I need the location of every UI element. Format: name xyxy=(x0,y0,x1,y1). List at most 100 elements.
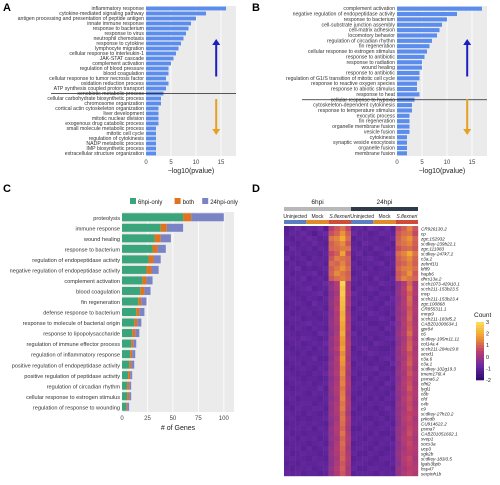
panel-d-heat-cell xyxy=(323,316,329,322)
panel-d-heat-cell xyxy=(339,351,346,357)
panel-d-heat-cell xyxy=(362,446,368,452)
panel-d-heat-cell xyxy=(328,401,335,407)
panel-d-heat-cell xyxy=(345,346,352,352)
panel-d-heat-cell xyxy=(328,376,335,382)
panel-d-heat-cell xyxy=(378,441,385,447)
panel-d-heat-cell xyxy=(323,346,329,352)
panel-d-heat-cell xyxy=(351,431,357,437)
panel-d-heat-cell xyxy=(384,311,391,317)
panel-a-category-label: inflammatory response xyxy=(92,6,145,12)
panel-d-heat-cell xyxy=(395,246,402,252)
panel-d-heat-cell xyxy=(373,386,380,392)
panel-d-heat-cell xyxy=(339,451,346,457)
panel-d-heat-cell xyxy=(356,246,363,252)
panel-d-heat-cell xyxy=(300,411,307,417)
panel-d-heat-cell xyxy=(311,466,318,472)
panel-d-heat-cell xyxy=(334,226,341,232)
panel-a-bar xyxy=(146,21,191,26)
panel-d-heat-cell xyxy=(295,411,301,417)
panel-d-heat-cell xyxy=(362,466,368,472)
panel-d-heat-cell xyxy=(339,251,346,257)
panel-c-category-label: wound healing xyxy=(83,237,120,243)
panel-c-x-tick-label: 25 xyxy=(144,416,151,422)
panel-d-heat-cell xyxy=(351,281,357,287)
panel-d-heat-cell xyxy=(356,456,363,462)
panel-d-gene-label: si:ch211-153b23.4 xyxy=(421,296,459,301)
panel-d-heat-cell xyxy=(390,446,396,452)
panel-b-bar xyxy=(397,113,410,118)
panel-d-heat-cell xyxy=(395,286,402,292)
panel-d-heat-cell xyxy=(339,416,346,422)
panel-c-category-label: regulation of endopeptidase activity xyxy=(32,258,120,264)
panel-d-heat-cell xyxy=(328,251,335,257)
panel-c-category-label: regulation of circadian rhythm xyxy=(47,384,121,390)
panel-a-bar xyxy=(146,76,166,81)
panel-d-gene-label: si:ch211-284o19.8 xyxy=(421,346,459,351)
panel-d-heat-cell xyxy=(390,396,396,402)
panel-d-heat-cell xyxy=(367,316,374,322)
panel-d-heat-cell xyxy=(328,336,335,342)
panel-d-heat-cell xyxy=(284,396,290,402)
panel-d-heat-cell xyxy=(311,251,318,257)
panel-d-heat-cell xyxy=(351,316,357,322)
panel-d-heat-cell xyxy=(311,461,318,467)
panel-d-heat-cell xyxy=(323,446,329,452)
panel-d-heat-cell xyxy=(300,271,307,277)
panel-d-heat-cell xyxy=(401,356,408,362)
panel-d-heat-cell xyxy=(339,256,346,262)
panel-d-heat-cell xyxy=(317,286,324,292)
panel-d-heat-cell xyxy=(395,281,402,287)
panel-d-heat-cell xyxy=(300,471,307,477)
panel-d-heat-cell xyxy=(351,421,357,427)
panel-d-heat-cell xyxy=(412,431,419,437)
panel-d-heat-cell xyxy=(395,381,402,387)
panel-b-bar xyxy=(397,54,425,59)
panel-c-bar-segment xyxy=(122,297,139,306)
panel-d-heat-cell xyxy=(401,261,408,267)
panel-d-heat-cell xyxy=(351,226,357,232)
panel-d-heat-cell xyxy=(300,381,307,387)
panel-d-heat-cell xyxy=(339,376,346,382)
panel-d-heat-cell xyxy=(373,411,380,417)
panel-d-heat-cell xyxy=(395,351,402,357)
panel-d-heat-cell xyxy=(362,391,368,397)
panel-d-heat-cell xyxy=(328,461,335,467)
panel-d-heat-cell xyxy=(289,331,296,337)
panel-d-heat-cell xyxy=(339,241,346,247)
panel-d-heat-cell xyxy=(317,316,324,322)
panel-d-heat-cell xyxy=(356,446,363,452)
panel-d-heat-cell xyxy=(373,366,380,372)
panel-d-heat-cell xyxy=(390,236,396,242)
panel-d-legend-gradient-step xyxy=(476,374,484,378)
panel-b-category-label: organelle fusion xyxy=(358,145,395,151)
panel-d-heat-cell xyxy=(328,246,335,252)
panel-d-heat-cell xyxy=(306,471,313,477)
panel-d-legend-gradient-step xyxy=(476,368,484,372)
panel-b-bar xyxy=(397,76,420,81)
panel-d-heat-cell xyxy=(328,421,335,427)
panel-a-bar xyxy=(146,121,159,126)
panel-a-category-label: extracellular structure organization xyxy=(65,151,144,157)
panel-d-heat-cell xyxy=(384,436,391,442)
panel-d-heat-cell xyxy=(323,336,329,342)
panel-d-heat-cell xyxy=(378,431,385,437)
panel-d-heat-cell xyxy=(390,391,396,397)
panel-d-heat-cell xyxy=(300,301,307,307)
panel-d-heat-cell xyxy=(317,226,324,232)
panel-d-heat-cell xyxy=(406,421,413,427)
panel-d-heat-cell xyxy=(284,281,290,287)
panel-d-heat-cell xyxy=(317,296,324,302)
panel-d-gene-label: psma6.2 xyxy=(420,376,439,381)
panel-c-bar-segment xyxy=(126,402,128,411)
panel-d-legend-tick-label: 2 xyxy=(486,332,489,338)
panel-d-heat-cell xyxy=(395,386,402,392)
panel-b-category-label: regulation of G1/S transition of mitotic… xyxy=(286,76,395,82)
panel-d-gene-label: CR926130.2 xyxy=(421,226,447,231)
panel-d-heat-cell xyxy=(390,271,396,277)
panel-d-heat-cell xyxy=(300,366,307,372)
panel-d-gene-label: si:dkey-195m11.11 xyxy=(421,336,460,341)
panel-d-gene-label: hapb6 xyxy=(421,271,434,276)
panel-a-category-label: response to bacterium xyxy=(93,26,144,32)
panel-d-heat-cell xyxy=(351,361,357,367)
panel-d-heat-cell xyxy=(378,246,385,252)
